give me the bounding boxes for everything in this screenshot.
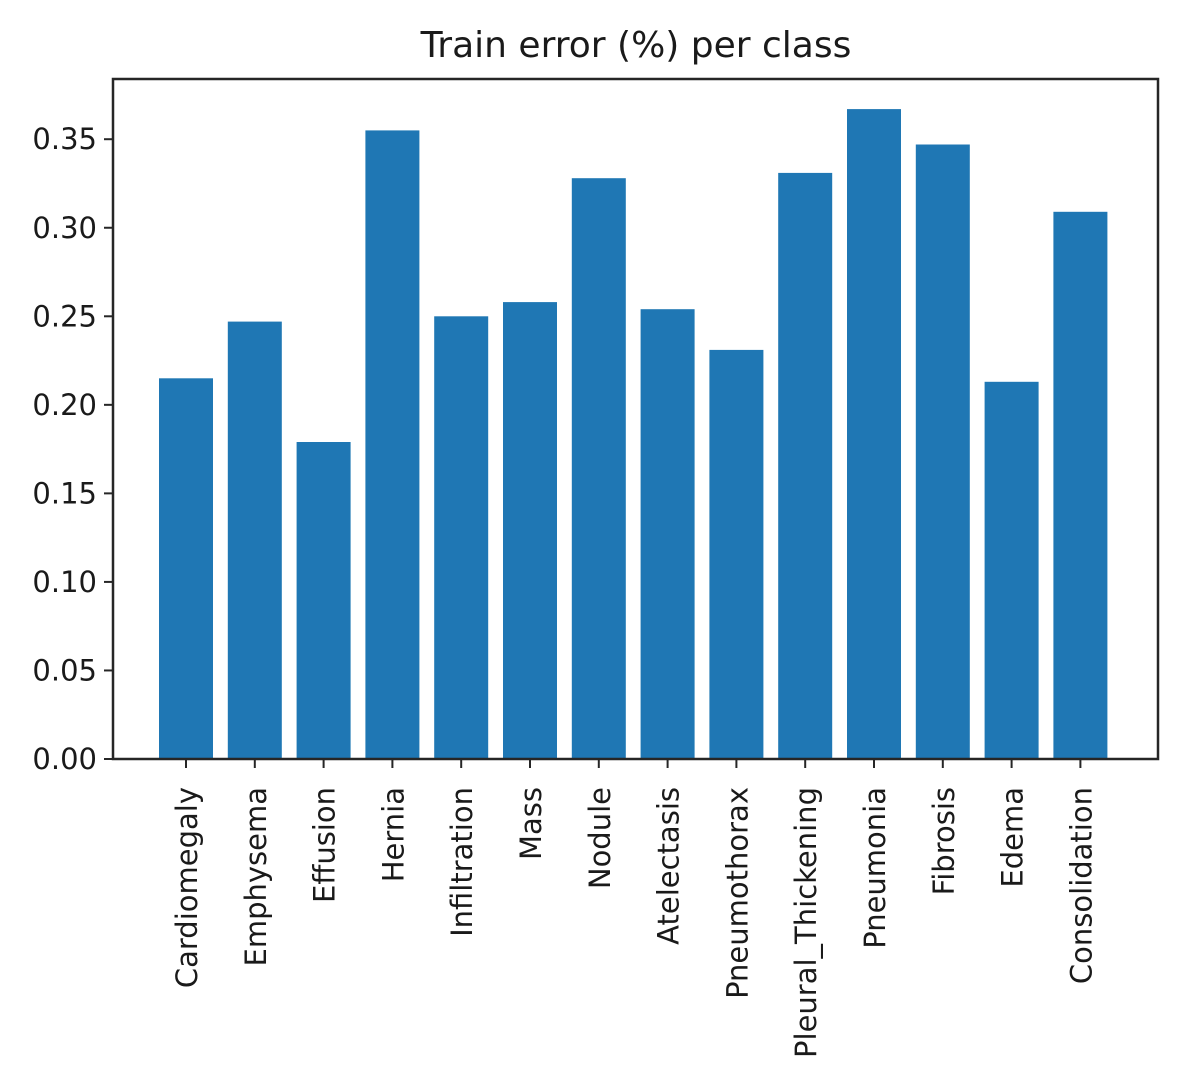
x-tick-label: Edema [996,787,1030,888]
bar-fibrosis [915,144,970,759]
x-tick-label: Emphysema [239,787,273,967]
bar-pleural-thickening [778,172,833,759]
chart-title: Train error (%) per class [420,25,852,66]
x-axis: Cardiomegaly Emphysema Effusion Hernia Infil… [170,759,1098,1058]
x-tick-label: Mass [514,787,548,860]
x-tick-label: Effusion [308,787,342,903]
y-tick-label: 0.20 [32,388,97,422]
bar-infiltration [434,316,489,759]
x-tick-label: Infiltration [445,787,479,937]
x-tick-label: Nodule [583,787,617,889]
bar-pneumonia [847,109,901,760]
bar-effusion [296,442,351,759]
y-axis: 0.00 0.05 0.10 0.15 0.20 0.25 0.30 0.35 [32,122,113,776]
x-tick-label: Fibrosis [927,787,961,895]
y-tick-label: 0.05 [32,653,97,687]
x-tick-label: Pneumonia [858,787,892,949]
y-tick-label: 0.30 [32,211,97,245]
bar-emphysema [227,321,282,759]
y-tick-label: 0.35 [32,122,97,156]
x-tick-label: Hernia [376,787,410,882]
y-tick-label: 0.15 [32,476,97,510]
bar-atelectasis [640,309,695,759]
y-tick-label: 0.10 [32,565,97,599]
x-tick-label: Pneumothorax [720,787,754,999]
bar-mass [503,302,557,759]
bars-group [159,109,1108,760]
bar-edema [984,381,1039,759]
bar-nodule [571,178,626,759]
plot-frame [111,77,1160,761]
x-tick-label: Cardiomegaly [170,787,204,988]
bar-pneumothorax [709,349,764,759]
bar-cardiomegaly [159,378,213,759]
y-tick-label: 0.25 [32,299,97,333]
bar-hernia [365,130,420,759]
y-tick-label: 0.00 [32,742,97,776]
bar-consolidation [1053,211,1108,760]
x-tick-label: Consolidation [1064,787,1098,984]
x-tick-label: Pleural_Thickening [789,787,823,1058]
x-tick-label: Atelectasis [652,787,686,945]
